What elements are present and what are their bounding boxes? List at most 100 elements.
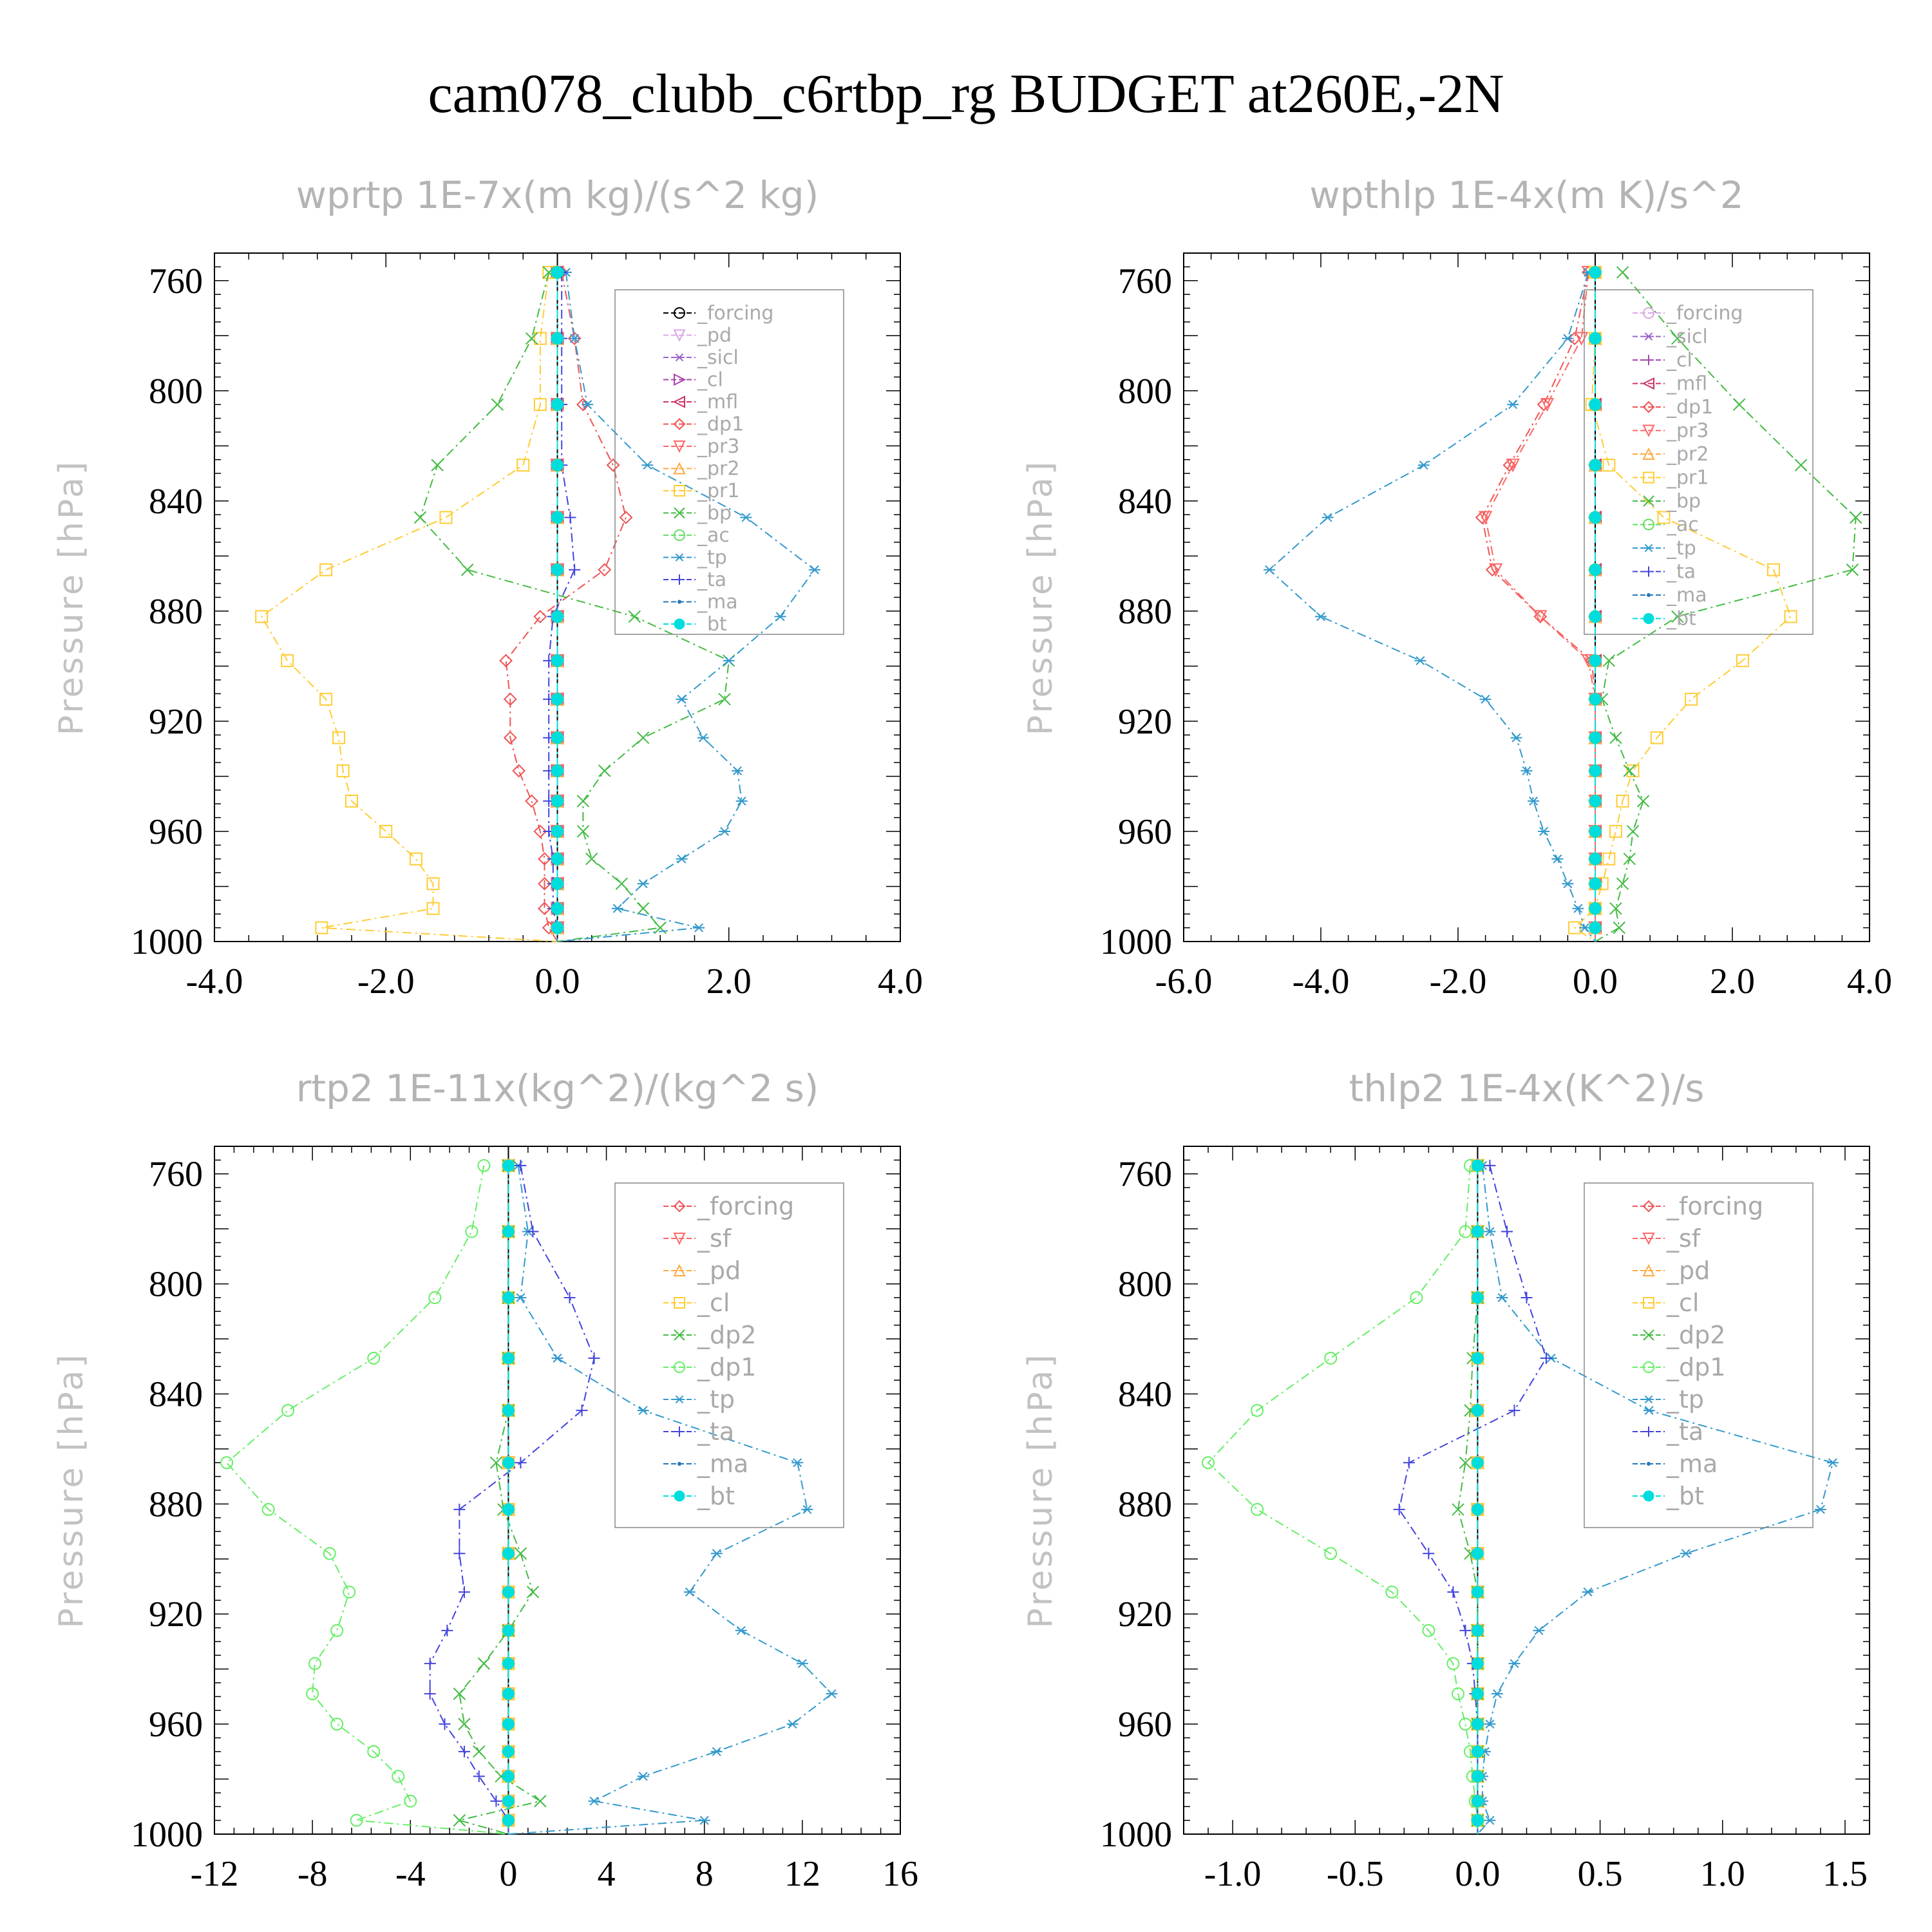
data-point [502, 1225, 515, 1238]
data-point [1202, 1456, 1215, 1470]
data-point [515, 1293, 527, 1302]
data-point [1766, 563, 1780, 576]
legend-marker [1642, 447, 1655, 460]
y-tick-label: 1000 [131, 1815, 203, 1855]
x-tick-label: 4 [598, 1854, 616, 1894]
data-point [636, 731, 650, 744]
data-point [676, 854, 688, 864]
legend-label: _dp1 [697, 413, 744, 436]
y-tick-label: 840 [149, 1374, 203, 1414]
data-point [1471, 1624, 1484, 1637]
x-tick-label: 12 [784, 1854, 820, 1894]
legend-label: _forcing [1666, 1192, 1763, 1220]
data-point [502, 1795, 515, 1808]
data-point [551, 332, 564, 345]
data-point [514, 1547, 527, 1560]
data-point [1562, 879, 1574, 889]
data-point [323, 1547, 336, 1560]
data-point [1471, 1547, 1484, 1560]
data-point [569, 564, 581, 576]
data-point [1491, 1689, 1503, 1699]
data-point [1533, 1625, 1545, 1635]
data-point [786, 1719, 799, 1729]
x-tick-label: 16 [882, 1854, 918, 1894]
series-tp [557, 267, 820, 942]
x-tick-label: -1.0 [1204, 1854, 1262, 1894]
legend-marker [674, 529, 685, 541]
y-tick-label: 840 [149, 482, 203, 522]
legend-label: _pr1 [1666, 467, 1709, 489]
data-point [1452, 1503, 1464, 1516]
data-point [1538, 826, 1550, 836]
data-point [533, 824, 547, 838]
legend-label: _ma [697, 1450, 748, 1478]
data-point [409, 852, 422, 866]
legend-marker [1642, 1200, 1655, 1213]
data-point [458, 1586, 470, 1598]
data-point [801, 1504, 813, 1514]
data-point [453, 1814, 466, 1827]
data-point [502, 1547, 515, 1560]
x-tick-label: 0.0 [1455, 1854, 1500, 1894]
data-point [1506, 459, 1520, 473]
data-point [465, 1225, 478, 1238]
series-line [419, 272, 730, 942]
data-point [1471, 1687, 1484, 1700]
legend: _forcing_sicl_cl_mfl_dp1_pr3_pr2_pr1_bp_… [1584, 289, 1814, 635]
data-point [567, 332, 582, 345]
legend-label: _cl [697, 1289, 730, 1317]
data-point [585, 853, 598, 866]
data-point [697, 733, 709, 743]
chart-panel-3: rtp2 1E-11x(kg^2)/(kg^2 s) Pressure [hPa]… [52, 1066, 918, 1894]
data-point [502, 1404, 515, 1417]
data-point [1671, 610, 1684, 623]
data-point [1315, 612, 1327, 621]
data-point [458, 1745, 470, 1757]
data-point [611, 904, 623, 913]
data-point [413, 511, 427, 524]
data-point [1471, 1586, 1484, 1598]
data-point [499, 654, 513, 668]
legend-label: _pr1 [697, 480, 739, 502]
series-line [1477, 1165, 1834, 1835]
data-point [1321, 513, 1334, 522]
data-point [1657, 511, 1671, 524]
chart-panel-1: wprtp 1E-7x(m kg)/(s^2 kg) Pressure [hPa]… [52, 173, 923, 1001]
data-point [551, 511, 564, 524]
data-point [1643, 1406, 1655, 1416]
data-point [1479, 694, 1492, 704]
data-point [426, 902, 440, 915]
series-dp1 [1475, 265, 1602, 942]
series-bt [1471, 1159, 1484, 1834]
data-point [527, 1226, 539, 1238]
data-point [1616, 794, 1629, 808]
y-axis-label: Pressure [hPa] [52, 1352, 91, 1629]
legend-label: _sf [697, 1224, 732, 1253]
data-point [1562, 334, 1574, 343]
data-point [502, 1291, 515, 1304]
legend-marker [1643, 566, 1654, 577]
data-point [533, 610, 547, 623]
legend-marker [1643, 471, 1654, 484]
data-point [1589, 877, 1602, 890]
data-point [502, 1770, 515, 1783]
y-tick-label: 800 [149, 1265, 203, 1305]
y-tick-label: 960 [149, 1705, 203, 1745]
data-point [1589, 511, 1602, 524]
series-dp2 [1452, 1159, 1484, 1834]
data-point [1794, 459, 1808, 471]
legend-box [614, 1182, 844, 1528]
data-point [774, 612, 786, 621]
data-point [551, 877, 564, 890]
legend-marker [1642, 1233, 1655, 1245]
y-tick-label: 920 [1118, 702, 1172, 742]
data-point [619, 511, 633, 524]
series-ta [1393, 1159, 1552, 1834]
data-point [1589, 398, 1602, 411]
y-tick-label: 1000 [1100, 1815, 1172, 1855]
data-point [564, 511, 576, 524]
x-tick-label: -0.5 [1327, 1854, 1384, 1894]
legend-marker [677, 1462, 681, 1466]
plot-frame [1183, 1146, 1870, 1835]
y-tick-label: 880 [1118, 1484, 1172, 1524]
